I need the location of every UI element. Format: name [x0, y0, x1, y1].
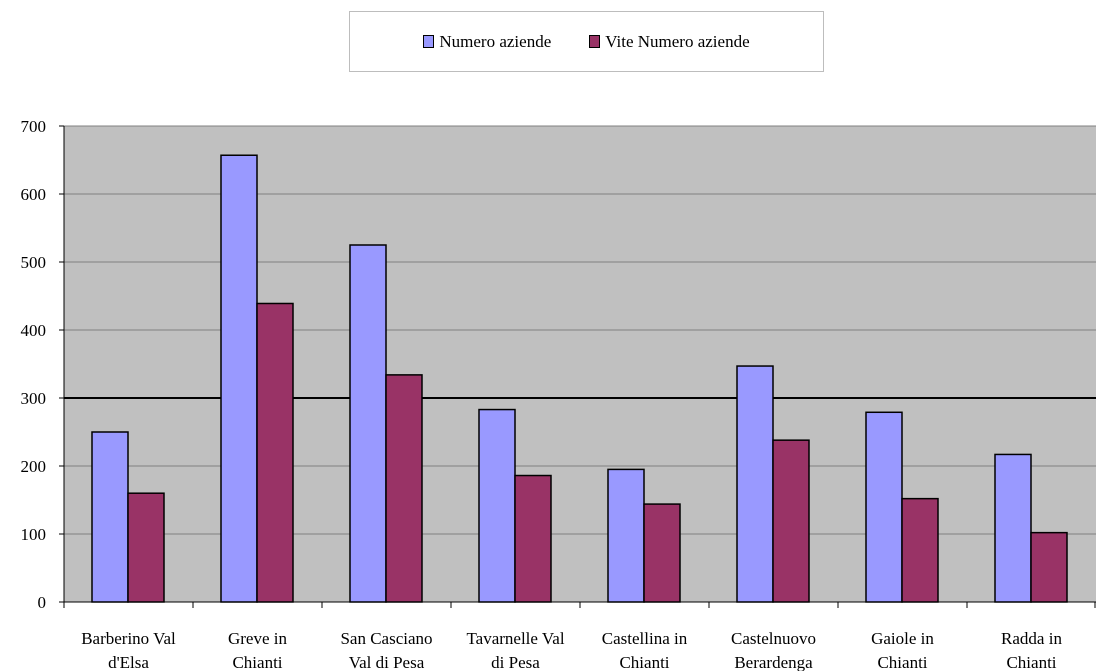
chart-legend: Numero aziende Vite Numero aziende — [349, 11, 824, 72]
x-category-label: Radda in Chianti — [1001, 629, 1062, 671]
bar-vite-numero-aziende — [385, 374, 423, 603]
bar-numero-aziende — [349, 244, 387, 603]
bar-numero-aziende — [220, 154, 258, 603]
y-tick-label: 300 — [21, 389, 47, 408]
x-category-label: Tavarnelle Val di Pesa — [466, 629, 564, 671]
bar-vite-numero-aziende — [1030, 531, 1068, 603]
y-tick-label: 500 — [21, 253, 47, 272]
y-tick-label: 0 — [38, 593, 47, 612]
legend-item-numero-aziende: Numero aziende — [423, 32, 551, 52]
bar-vite-numero-aziende — [514, 474, 552, 603]
x-category-label: Greve in Chianti — [228, 629, 288, 671]
bar-numero-aziende — [994, 453, 1032, 603]
bar-vite-numero-aziende — [643, 503, 681, 603]
legend-swatch-numero-aziende — [423, 35, 435, 48]
x-category-label: Castellina in Chianti — [602, 629, 688, 671]
bar-numero-aziende — [607, 468, 645, 603]
legend-label-vite-numero-aziende: Vite Numero aziende — [605, 31, 750, 51]
y-tick-label: 400 — [21, 321, 47, 340]
x-category-label: San Casciano Val di Pesa — [340, 629, 432, 671]
bar-vite-numero-aziende — [772, 439, 810, 603]
y-tick-label: 100 — [21, 525, 47, 544]
x-category-label: Gaiole in Chianti — [871, 629, 934, 671]
bar-vite-numero-aziende — [901, 497, 939, 603]
legend-swatch-vite-numero-aziende — [589, 35, 601, 48]
bar-numero-aziende — [736, 365, 774, 603]
bar-numero-aziende — [91, 431, 129, 603]
legend-label-numero-aziende: Numero aziende — [439, 31, 552, 51]
y-tick-label: 600 — [21, 185, 47, 204]
bar-numero-aziende — [865, 411, 903, 603]
x-category-label: Castelnuovo Berardenga — [731, 629, 816, 671]
bar-vite-numero-aziende — [256, 302, 294, 603]
x-category-label: Barberino Val d'Elsa — [81, 629, 176, 671]
bar-vite-numero-aziende — [127, 492, 165, 603]
y-tick-label: 200 — [21, 457, 47, 476]
plot-area — [64, 126, 1096, 602]
bar-numero-aziende — [478, 408, 516, 603]
legend-item-vite-numero-aziende: Vite Numero aziende — [589, 31, 750, 52]
y-tick-label: 700 — [21, 117, 47, 136]
